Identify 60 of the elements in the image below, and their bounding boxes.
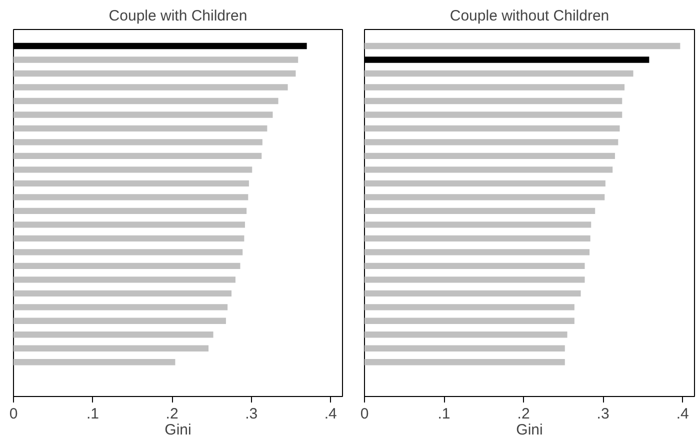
bar <box>14 139 262 146</box>
bar <box>14 180 249 187</box>
bar <box>364 318 574 324</box>
bar <box>14 98 278 104</box>
x-tick-label: .4 <box>676 406 689 422</box>
x-axis-title: Gini <box>164 422 192 438</box>
bar <box>14 332 214 338</box>
bar <box>14 345 209 352</box>
bar <box>364 139 618 146</box>
bar <box>364 249 590 256</box>
chart-title: Couple with Children <box>108 8 248 24</box>
chart-title: Couple without Children <box>450 8 610 24</box>
bar <box>364 222 592 228</box>
bar <box>364 304 574 310</box>
bar <box>364 125 620 132</box>
bar <box>14 276 236 283</box>
bar <box>364 262 585 270</box>
bar <box>14 318 226 324</box>
x-tick-label: .2 <box>517 406 530 422</box>
x-tick-label: .2 <box>166 406 178 422</box>
x-tick-label: 0 <box>9 406 18 422</box>
bar <box>364 290 581 297</box>
x-axis-title: Gini <box>516 422 543 438</box>
bar <box>364 359 565 366</box>
bar <box>364 98 622 104</box>
bar <box>364 208 596 214</box>
bar <box>14 235 244 242</box>
bar <box>364 194 605 200</box>
bar <box>364 84 625 90</box>
bar <box>364 42 680 50</box>
x-tick-label: .1 <box>86 406 100 422</box>
bar <box>14 290 232 297</box>
bar <box>14 166 252 173</box>
bar <box>14 112 273 118</box>
bar <box>14 304 228 310</box>
bar <box>364 112 622 118</box>
x-tick-label: .1 <box>438 406 450 422</box>
bar <box>14 222 245 228</box>
bar <box>14 125 268 132</box>
bar <box>14 70 296 77</box>
bar <box>364 345 565 352</box>
bar <box>14 84 288 90</box>
bar <box>364 180 606 187</box>
bar <box>364 152 615 160</box>
x-tick-label: .3 <box>596 406 610 422</box>
x-tick-label: .3 <box>245 406 258 422</box>
bar <box>364 166 613 173</box>
bar <box>364 332 568 338</box>
bar <box>364 235 590 242</box>
bar <box>14 194 248 200</box>
bar <box>14 262 240 270</box>
bar <box>14 249 243 256</box>
x-tick-label: 0 <box>360 406 369 422</box>
bar <box>14 56 298 63</box>
bar <box>14 359 176 366</box>
bar <box>14 208 247 214</box>
x-tick-label: .4 <box>324 406 337 422</box>
bar <box>14 152 262 160</box>
bar <box>364 70 634 77</box>
bar <box>364 276 585 283</box>
